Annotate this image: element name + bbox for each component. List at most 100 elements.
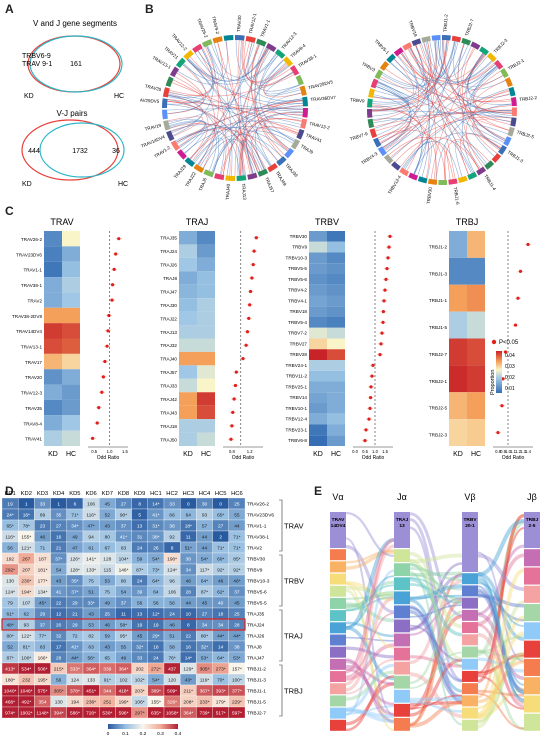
chord-link bbox=[472, 68, 512, 123]
chord-label: TRAV21 bbox=[163, 46, 179, 61]
chord-segment bbox=[367, 98, 373, 108]
sankey-flow bbox=[345, 549, 395, 564]
count-value: 44* bbox=[217, 633, 224, 639]
chord-segment bbox=[283, 56, 294, 67]
count-value: 29 bbox=[72, 600, 78, 606]
count-value: 66 bbox=[169, 512, 175, 518]
sankey-node bbox=[330, 573, 346, 585]
count-value: 92 bbox=[169, 534, 175, 540]
row-label: TRBV5-5 bbox=[247, 601, 267, 607]
heatmap-cell-kd bbox=[179, 311, 197, 326]
heatmap-cell-kd bbox=[309, 263, 327, 274]
odds-ratio-tick: 1.4 bbox=[525, 449, 531, 454]
odds-ratio-point bbox=[254, 236, 258, 240]
heatmap-cell-hc bbox=[197, 405, 215, 420]
chord-segment bbox=[176, 149, 187, 160]
heatmap-row-label: TRAV35 bbox=[25, 406, 42, 411]
heatmap-cell-hc bbox=[327, 403, 345, 414]
sankey-node bbox=[394, 675, 410, 689]
count-value: 92* bbox=[217, 567, 224, 573]
sankey-flow bbox=[345, 596, 395, 612]
sankey-flow bbox=[409, 553, 463, 564]
count-value: 33* bbox=[87, 600, 94, 606]
chord-label: TRBJ1-3 bbox=[507, 150, 525, 164]
heatmap-row-label: TRBV5-6 bbox=[288, 277, 307, 282]
panel-label-d: D bbox=[5, 484, 14, 498]
count-value: 25 bbox=[234, 501, 240, 507]
sankey-flow bbox=[477, 675, 525, 710]
heatmap-title: TRBJ bbox=[456, 217, 479, 227]
chord-link bbox=[254, 47, 290, 150]
count-value: 37* bbox=[71, 589, 78, 595]
row-label: TRAV23DV6 bbox=[247, 513, 274, 519]
row-label: TRBJ1-2 bbox=[247, 667, 266, 673]
row-label: TRBJ1-3 bbox=[247, 678, 266, 684]
heatmap-cell-hc bbox=[62, 307, 80, 324]
odds-ratio-point bbox=[381, 310, 385, 314]
count-value: 116* bbox=[86, 512, 96, 518]
sankey-flow bbox=[409, 624, 463, 662]
heatmap-cell-hc bbox=[62, 353, 80, 370]
heatmap-hc-label: HC bbox=[66, 451, 76, 458]
chord-link bbox=[261, 59, 294, 88]
sankey-flow bbox=[477, 579, 525, 703]
count-value: 194 bbox=[71, 699, 79, 705]
chord-link bbox=[169, 121, 206, 149]
heatmap-row-label: TRAJ47 bbox=[160, 289, 177, 294]
count-value: 437 bbox=[168, 666, 176, 672]
heatmap-cell-hc bbox=[62, 231, 80, 247]
sankey-node bbox=[394, 633, 410, 647]
count-value: 18 bbox=[218, 611, 224, 617]
odds-ratio-point bbox=[105, 344, 109, 348]
odds-ratio-point bbox=[106, 329, 110, 333]
count-value: 1148* bbox=[36, 710, 48, 716]
count-value: 77* bbox=[39, 633, 46, 639]
count-value: 34 bbox=[202, 622, 208, 628]
chord-segment bbox=[402, 42, 413, 51]
sankey-flow bbox=[409, 572, 463, 727]
chord-label: TRAV13-1 bbox=[151, 55, 172, 70]
chord-label: TRAV13-2 bbox=[309, 121, 331, 131]
chord-link bbox=[380, 127, 413, 148]
sankey-flow bbox=[409, 573, 463, 591]
count-value: 14* bbox=[185, 655, 192, 661]
odds-ratio-point bbox=[383, 288, 387, 292]
chord-link bbox=[415, 44, 437, 180]
chord-link bbox=[454, 140, 481, 178]
odds-ratio-point bbox=[245, 330, 250, 334]
count-value: 394* bbox=[54, 710, 64, 716]
sankey-node bbox=[394, 661, 410, 675]
chord-segment bbox=[290, 65, 300, 76]
count-value: 83 bbox=[121, 545, 127, 551]
count-value: 121* bbox=[21, 545, 31, 551]
count-value: 56 bbox=[56, 677, 62, 683]
count-value: 87* bbox=[6, 655, 13, 661]
venn1-hc-circle bbox=[29, 35, 123, 93]
count-value: 43* bbox=[185, 677, 192, 683]
count-value: 81* bbox=[23, 644, 30, 650]
count-value: 25 bbox=[105, 611, 111, 617]
sankey-node bbox=[394, 689, 410, 703]
chord-link bbox=[462, 47, 500, 151]
chord-link bbox=[373, 41, 430, 100]
heatmap-row-label: TRAJ18 bbox=[160, 424, 177, 429]
odds-ratio-point bbox=[230, 424, 234, 428]
chord-link bbox=[423, 42, 456, 179]
chord-segment bbox=[225, 175, 235, 181]
count-value: 56 bbox=[153, 600, 159, 606]
legend-tick: 0 bbox=[107, 731, 110, 737]
heatmap-row-label: TRBV10-1 bbox=[286, 406, 308, 411]
heatmap-row-label: TRBV11-2 bbox=[286, 374, 308, 379]
odds-ratio-point bbox=[107, 313, 111, 318]
group-bracket bbox=[279, 499, 283, 552]
count-value: 43 bbox=[105, 523, 111, 529]
heatmap-cell-kd bbox=[309, 424, 327, 436]
sankey-node bbox=[330, 622, 346, 634]
count-value: 54* bbox=[201, 556, 208, 562]
count-value: 106 bbox=[87, 501, 95, 507]
sankey-node bbox=[462, 585, 478, 597]
count-value: 451* bbox=[86, 688, 96, 694]
chord-segment bbox=[476, 166, 487, 176]
column-header: KD5 bbox=[69, 491, 80, 497]
group-label: TRAV bbox=[284, 522, 303, 531]
